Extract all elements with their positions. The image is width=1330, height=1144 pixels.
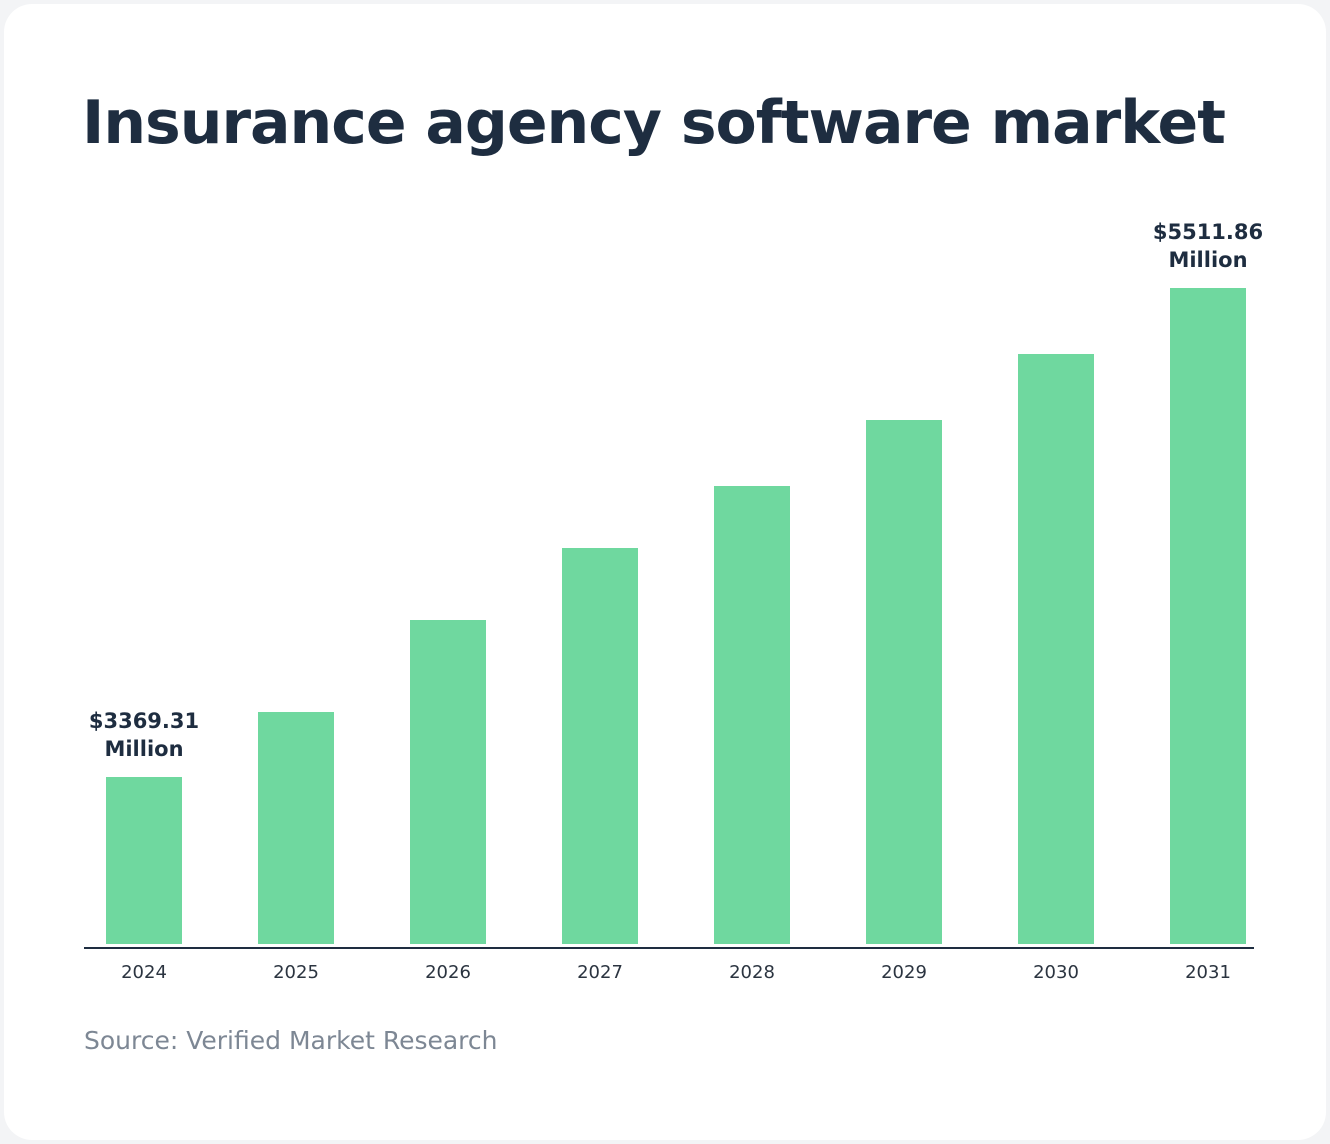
x-tick-label: 2029 [881,962,927,983]
x-axis-line [84,947,1254,949]
bar [714,485,790,944]
bar [106,777,182,944]
source-note: Source: Verified Market Research [84,1026,498,1055]
x-tick-label: 2027 [577,962,623,983]
bar [1018,354,1094,944]
x-tick-label: 2030 [1033,962,1079,983]
bar [866,419,942,944]
value-label: $5511.86 Million [1152,220,1264,273]
card: Insurance agency software market Source:… [4,4,1326,1140]
bar [562,547,638,944]
chart-title: Insurance agency software market [82,88,1226,158]
x-tick-label: 2031 [1185,962,1231,983]
x-tick-label: 2024 [121,962,167,983]
bar [258,711,334,944]
bar [1170,288,1246,944]
x-tick-label: 2026 [425,962,471,983]
value-label: $3369.31 Million [88,709,200,762]
x-tick-label: 2028 [729,962,775,983]
x-tick-label: 2025 [273,962,319,983]
bar [410,619,486,944]
